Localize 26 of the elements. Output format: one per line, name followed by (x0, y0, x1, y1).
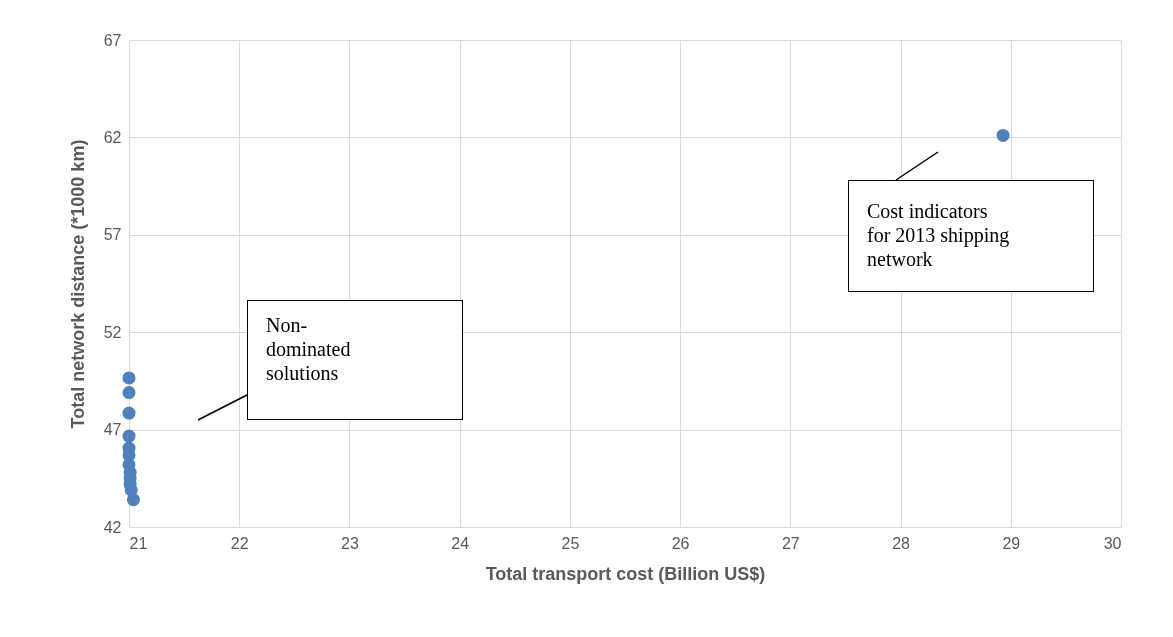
x-tick-label: 25 (561, 534, 580, 552)
point (126, 493, 140, 507)
callout-box: Cost indicators for 2013 shipping network (848, 180, 1094, 292)
y-tick-label: 57 (103, 226, 122, 244)
callout-box: Non-dominated solutions (247, 300, 463, 420)
point (122, 386, 136, 400)
point (122, 429, 136, 443)
y-tick-label: 52 (103, 323, 122, 341)
x-tick-label: 26 (671, 534, 690, 552)
point (122, 406, 136, 420)
y-tick-label: 62 (103, 128, 122, 146)
x-tick-label: 30 (1103, 534, 1122, 552)
y-tick-label: 42 (103, 518, 122, 536)
point (122, 371, 136, 385)
y-tick-label: 67 (103, 31, 122, 49)
y-tick-label: 47 (103, 421, 122, 439)
x-tick-label: 27 (781, 534, 800, 552)
x-axis-title: Total transport cost (Billion US$) (485, 563, 766, 584)
x-tick-label: 22 (230, 534, 249, 552)
y-axis-title: Total network distance (*1000 km) (67, 139, 88, 429)
x-tick-label: 24 (451, 534, 470, 552)
x-tick-label: 23 (341, 534, 359, 552)
x-tick-label: 21 (129, 534, 148, 552)
x-tick-label: 28 (892, 534, 911, 552)
point (996, 128, 1010, 142)
x-tick-label: 29 (1002, 534, 1021, 552)
